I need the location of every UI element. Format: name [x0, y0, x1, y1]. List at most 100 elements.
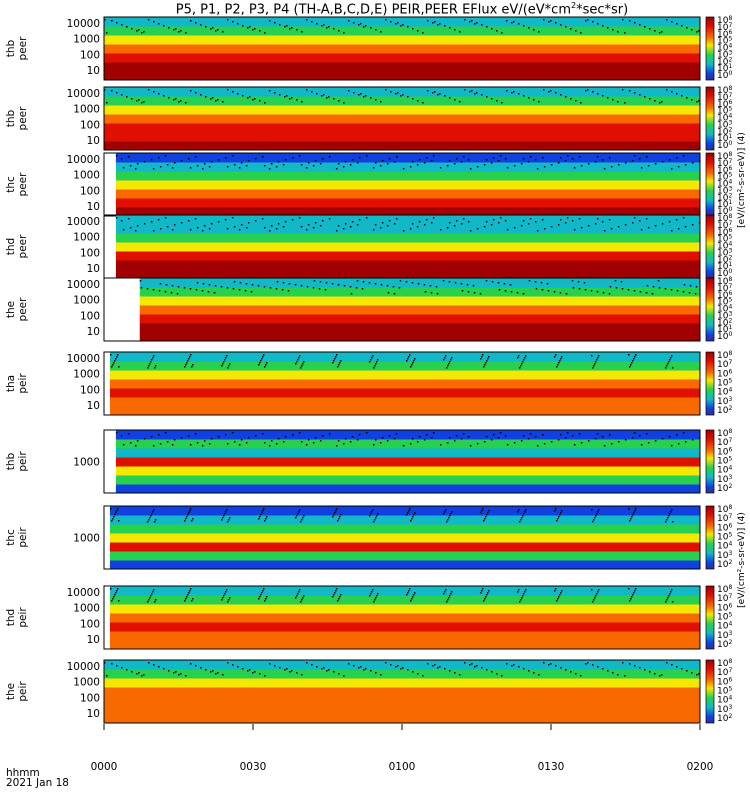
noise-speck [627, 508, 630, 510]
noise-speck [376, 513, 379, 515]
noise-speck [474, 23, 476, 25]
noise-speck [180, 30, 182, 32]
noise-speck [263, 442, 266, 444]
noise-speck [194, 218, 197, 220]
noise-speck [335, 445, 338, 447]
noise-speck [407, 96, 409, 98]
noise-speck [196, 282, 199, 284]
noise-speck [385, 662, 387, 664]
noise-speck [499, 432, 502, 434]
noise-speck [594, 515, 597, 517]
colorbar-tick-label: 101 [717, 199, 732, 210]
energy-band [115, 466, 701, 476]
noise-speck [645, 292, 648, 294]
noise-speck [634, 665, 636, 667]
noise-speck [446, 165, 449, 167]
noise-speck [615, 287, 618, 289]
noise-speck [289, 98, 291, 100]
noise-speck [244, 290, 247, 292]
colorbar-tick-label: 107 [717, 158, 732, 169]
noise-speck [164, 155, 167, 157]
noise-speck [286, 668, 288, 670]
noise-speck [479, 512, 482, 514]
noise-speck [541, 434, 544, 436]
noise-speck [518, 521, 521, 523]
energy-band [109, 361, 700, 371]
noise-speck [553, 291, 556, 293]
noise-speck [104, 89, 106, 91]
noise-speck [411, 223, 414, 225]
energy-band [109, 622, 700, 632]
noise-speck [298, 355, 301, 357]
noise-speck [409, 366, 412, 368]
noise-speck [363, 96, 365, 98]
noise-speck [485, 221, 488, 223]
energy-band [109, 524, 700, 534]
noise-speck [437, 94, 439, 96]
noise-speck [392, 286, 395, 288]
colorbar-tick-label: 107 [717, 513, 732, 524]
colorbar-tick-label: 105 [717, 36, 732, 47]
colorbar-tick-label: 103 [717, 310, 732, 321]
noise-speck [486, 358, 489, 360]
noise-speck [550, 663, 552, 665]
noise-speck [159, 228, 162, 230]
noise-speck [691, 672, 693, 674]
noise-speck [380, 284, 383, 286]
energy-band [139, 323, 700, 333]
noise-speck [644, 669, 646, 671]
noise-speck [168, 97, 170, 99]
noise-speck [533, 672, 535, 674]
noise-speck [444, 589, 447, 591]
y-tick-label: 10 [87, 135, 100, 147]
noise-speck [467, 436, 470, 438]
noise-speck [301, 101, 303, 103]
noise-speck [368, 595, 371, 597]
noise-speck [511, 92, 513, 94]
noise-speck [517, 509, 520, 511]
noise-speck [136, 673, 138, 675]
noise-speck [412, 28, 414, 30]
noise-speck [375, 672, 377, 674]
noise-speck [113, 514, 116, 516]
noise-speck [261, 356, 264, 358]
noise-speck [136, 30, 138, 32]
noise-speck [471, 20, 473, 22]
noise-speck [116, 588, 119, 590]
noise-speck [189, 167, 192, 169]
panel-label-species: peir [17, 527, 29, 548]
noise-speck [200, 667, 202, 669]
noise-speck [520, 440, 523, 442]
noise-speck [501, 102, 503, 104]
noise-speck [116, 354, 119, 356]
noise-speck [332, 514, 335, 516]
noise-speck [319, 163, 322, 165]
noise-speck [186, 514, 189, 516]
noise-speck [260, 358, 263, 360]
noise-speck [506, 444, 509, 446]
noise-speck [406, 358, 409, 360]
noise-speck [168, 670, 170, 672]
noise-speck [557, 362, 560, 364]
y-tick-label: 1000 [73, 170, 100, 182]
noise-speck [644, 26, 646, 28]
colorbar-tick-label: 102 [717, 317, 732, 328]
noise-speck [109, 354, 112, 356]
noise-speck [302, 361, 305, 363]
noise-speck [313, 280, 316, 282]
noise-speck [254, 28, 256, 30]
noise-speck [314, 222, 317, 224]
noise-speck [274, 22, 276, 24]
noise-speck [405, 281, 408, 283]
noise-speck [506, 167, 509, 169]
noise-speck [634, 588, 637, 590]
noise-speck [152, 509, 155, 511]
noise-speck [640, 229, 643, 231]
energy-band [139, 305, 700, 315]
noise-speck [380, 674, 382, 676]
noise-speck [559, 157, 562, 159]
energy-band [109, 397, 700, 407]
noise-speck [541, 289, 544, 291]
noise-speck [447, 597, 450, 599]
noise-speck [335, 588, 338, 590]
